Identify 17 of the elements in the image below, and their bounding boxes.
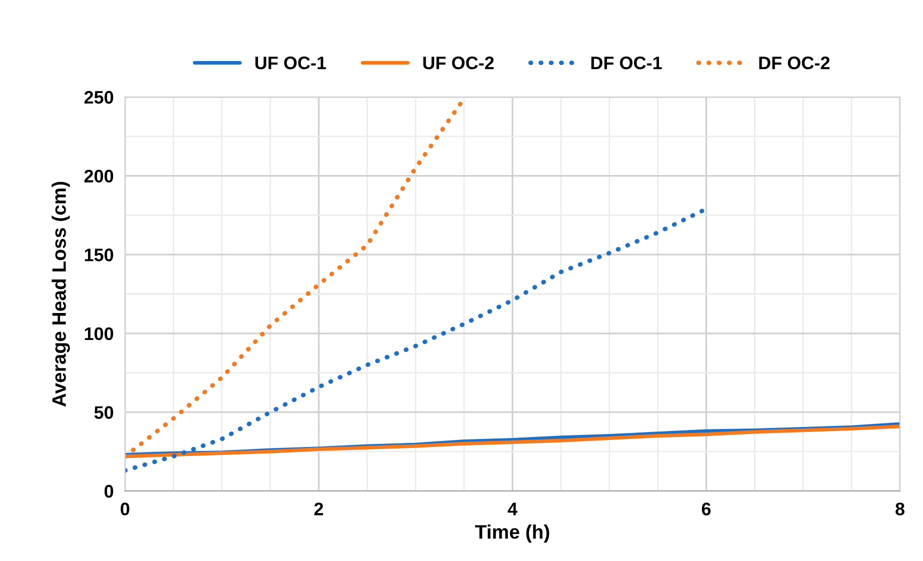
y-tick-label: 200	[84, 170, 114, 183]
y-tick-label: 250	[84, 90, 114, 104]
legend-label: DF OC-1	[591, 56, 662, 70]
legend-label: DF OC-2	[759, 56, 830, 70]
x-axis-title: Time (h)	[475, 524, 550, 543]
y-tick-label: 150	[84, 248, 114, 262]
legend-label: UF OC-2	[423, 56, 494, 70]
y-tick-label: 0	[104, 484, 114, 498]
y-axis-title: Average Head Loss (cm)	[52, 182, 70, 407]
x-tick-label: 0	[120, 502, 130, 516]
x-tick-label: 6	[702, 502, 711, 516]
y-tick-label: 100	[84, 327, 114, 340]
x-tick-label: 8	[896, 502, 904, 516]
y-tick-label: 50	[94, 406, 114, 419]
x-tick-label: 4	[508, 502, 518, 516]
legend-label: UF OC-1	[255, 56, 326, 70]
x-tick-label: 2	[314, 502, 324, 516]
